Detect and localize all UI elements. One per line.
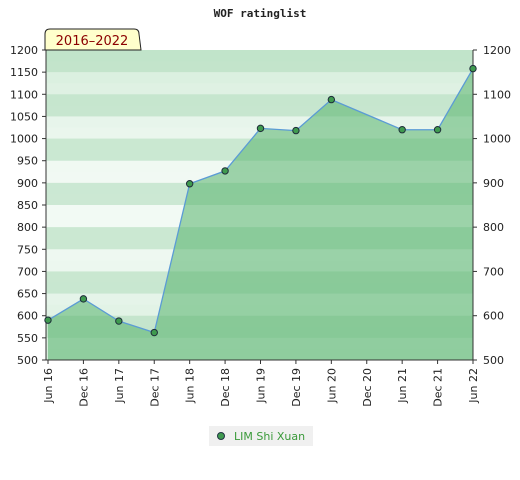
background-band [46,83,473,95]
x-tick-label: Dec 16 [77,368,90,407]
period-badge: 2016–2022 [44,28,142,51]
x-tick-label: Dec 20 [361,368,374,407]
y-tick-label-left: 1200 [10,44,38,57]
background-band [46,72,473,84]
y-tick-label-left: 1100 [10,88,38,101]
y-tick-label-left: 650 [17,288,38,301]
data-point[interactable] [327,95,336,104]
y-tick-label-right: 1100 [483,88,511,101]
data-point[interactable] [398,126,406,134]
data-point[interactable] [79,295,88,303]
y-tick-label-right: 900 [483,177,504,190]
x-tick-label: Jun 21 [396,368,409,404]
background-band [46,94,473,106]
series-line [47,68,473,334]
data-point[interactable] [433,126,442,134]
background-band [46,61,473,73]
series-area [48,68,473,360]
data-point[interactable] [150,328,158,337]
data-point[interactable] [469,64,477,73]
y-tick-label-left: 600 [17,310,38,323]
legend[interactable]: LIM Shi Xuan [209,426,313,446]
y-tick-label-left: 900 [17,177,38,190]
y-tick-label-left: 1150 [10,66,38,79]
y-tick-label-left: 750 [17,243,38,256]
data-point[interactable] [256,124,265,133]
y-tick-label-left: 950 [17,155,38,168]
data-points [44,64,477,337]
background-band [46,105,473,117]
chart-title: WOF ratinglist [214,7,307,20]
y-axis-right: 500 600 700 800 900 1000 1100 1200 [473,44,511,367]
y-tick-label-right: 700 [483,265,504,278]
x-tick-label: Jun 20 [325,368,338,404]
x-axis: Jun 16 Dec 16 Jun 17 Dec 17 Jun 18 Dec 18 Jun … [42,360,480,407]
data-point[interactable] [115,317,123,325]
y-tick-label-left: 850 [17,199,38,212]
y-tick-label-left: 500 [17,354,38,367]
x-tick-label: Jun 22 [467,368,480,404]
x-tick-label: Dec 19 [290,368,303,407]
y-tick-label-left: 550 [17,332,38,345]
y-tick-label-left: 1000 [10,133,38,146]
y-tick-label-left: 700 [17,265,38,278]
data-point[interactable] [185,180,194,188]
y-tick-label-right: 800 [483,221,504,234]
background-band [46,116,473,128]
y-axis-left: 500 550 600 650 700 750 800 850 900 950 1000 1050 11… [10,44,46,367]
data-point[interactable] [221,167,229,175]
x-tick-label: Jun 19 [255,368,268,404]
legend-box [209,426,313,446]
y-tick-label-right: 1200 [483,44,511,57]
x-tick-label: Jun 16 [42,368,55,404]
background-band [46,50,473,62]
y-tick-label-right: 1000 [483,133,511,146]
x-tick-label: Dec 21 [432,368,445,407]
x-tick-label: Jun 18 [184,368,197,404]
x-tick-label: Jun 17 [113,368,126,404]
data-point[interactable] [292,126,300,135]
y-tick-label-left: 1050 [10,110,38,123]
x-tick-label: Dec 17 [148,368,161,407]
y-tick-label-right: 500 [483,354,504,367]
y-tick-label-right: 600 [483,310,504,323]
area-layer [47,68,473,360]
x-tick-label: Dec 18 [219,368,232,407]
y-tick-label-left: 800 [17,221,38,234]
legend-label: LIM Shi Xuan [234,430,305,443]
legend-marker-icon [217,432,225,440]
period-badge-text: 2016–2022 [56,34,129,49]
data-point[interactable] [44,316,52,324]
